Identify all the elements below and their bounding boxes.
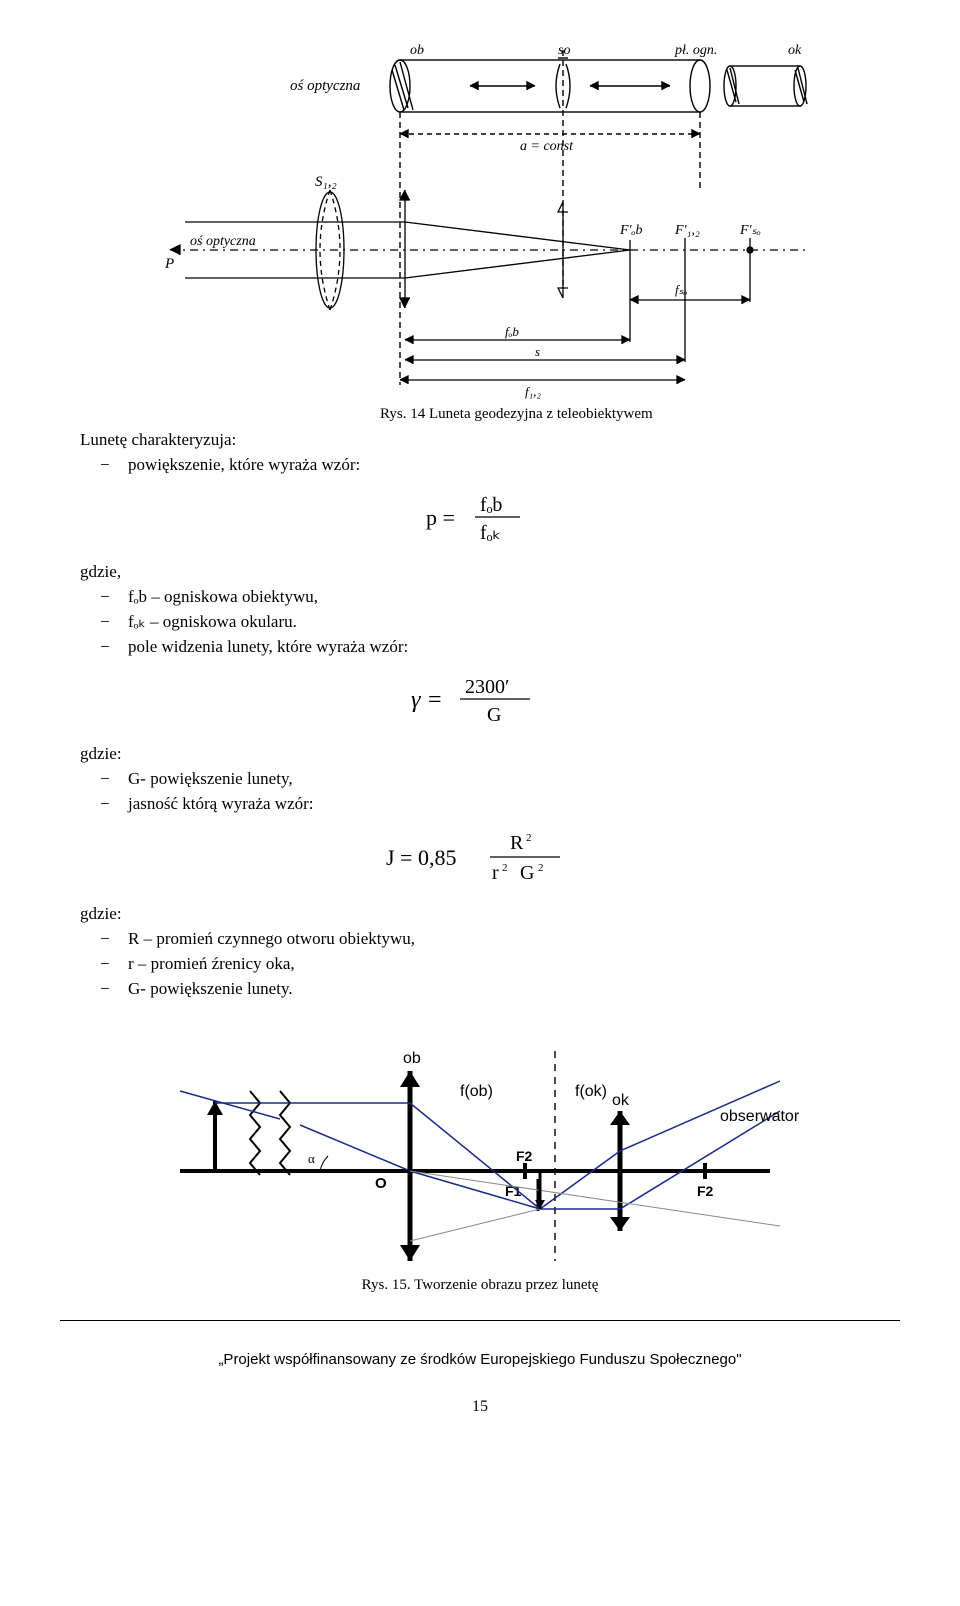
item-jasnosc: jasność którą wyraża wzór: [80,793,880,816]
svg-text:r: r [492,862,499,884]
svg-text:2: 2 [538,862,544,874]
gdzie-3: gdzie: [80,903,880,926]
label-obserwator: obserwator [720,1108,800,1125]
item-g-powiekszenie-2: G- powiększenie lunety. [80,978,880,1001]
gdzie-1: gdzie, [80,561,880,584]
label-ob: ob [403,1050,421,1067]
figure-14-caption: Rys. 14 Luneta geodezyjna z teleobiektyw… [380,406,880,423]
label-f12: f₁,₂ [525,384,541,399]
label-ob: ob [410,43,424,58]
item-r-promien: R – promień czynnego otworu obiektywu, [80,928,880,951]
svg-text:G: G [487,704,501,726]
label-fso-prime: F'ₛₒ [739,223,761,238]
label-fso: fₛₒ [675,282,687,297]
svg-text:fₒb: fₒb [480,494,502,516]
item-g-powiekszenie: G- powiększenie lunety, [80,768,880,791]
svg-text:2: 2 [526,832,532,844]
page-number: 15 [0,1398,960,1416]
lunete-charakteryzuja: Lunetę charakteryzuja: [80,429,880,452]
label-pl-ogn: pł. ogn. [674,43,717,58]
svg-text:G: G [520,862,534,884]
item-fok: fₒₖ – ogniskowa okularu. [80,611,880,634]
label-alpha: α [308,1151,315,1166]
svg-text:p =: p = [426,505,455,530]
formula-j: J = 0,85 R 2 r 2 G 2 [80,825,880,889]
formula-gamma: γ = 2300′ G [80,669,880,729]
label-os-optyczna-top: oś optyczna [290,78,360,94]
label-fob-prime: F'ₒb [619,223,643,238]
label-f12-prime: F'₁,₂ [674,223,700,238]
gdzie-2: gdzie: [80,743,880,766]
item-fob: fₒb – ogniskowa obiektywu, [80,586,880,609]
svg-text:2300′: 2300′ [465,676,509,698]
label-fok: f(ok) [575,1083,607,1100]
svg-text:fₒₖ: fₒₖ [480,522,501,544]
formula-p: p = fₒb fₒₖ [80,487,880,547]
svg-text:R: R [510,832,524,854]
figure-15-ray-diagram: α ob O f(ob) f(ok) ok F2 F1 F2 [160,1021,800,1271]
label-a-const: a = const [520,139,574,154]
label-s12: S₁,₂ [315,174,337,190]
label-O: O [375,1175,387,1192]
figure-14-telescope-diagram: ob so pł. ogn. ok oś optyczna a = const [130,40,830,400]
label-s: s [535,344,540,359]
label-fob: f(ob) [460,1083,493,1100]
label-ok: ok [612,1092,630,1109]
item-r-promien-oka: r – promień źrenicy oka, [80,953,880,976]
label-so: so [558,43,570,58]
svg-text:γ =: γ = [411,687,443,713]
label-fob: fₒb [505,324,519,339]
item-pole-widzenia: pole widzenia lunety, które wyraża wzór: [80,636,880,659]
figure-15-caption: Rys. 15. Tworzenie obrazu przez lunetę [80,1277,880,1294]
label-ok: ok [788,43,802,58]
label-p: P [164,256,174,272]
label-f2-right: F2 [697,1183,714,1199]
svg-text:2: 2 [502,862,508,874]
label-os-optyczna-bottom: oś optyczna [190,234,256,249]
footer-text: „Projekt współfinansowany ze środków Eur… [0,1351,960,1368]
label-f2-left: F2 [516,1148,533,1164]
svg-text:J = 0,85: J = 0,85 [386,845,456,870]
item-powiekszenie: powiększenie, które wyraża wzór: [80,454,880,477]
